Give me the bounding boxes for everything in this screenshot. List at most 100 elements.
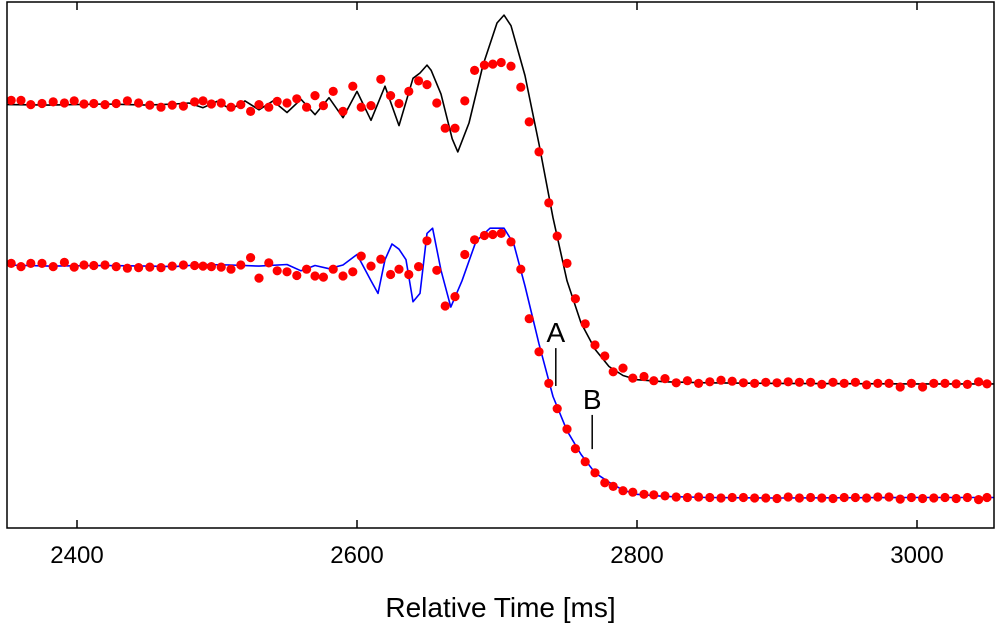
data-point (206, 99, 216, 109)
data-point (134, 98, 144, 108)
data-point (516, 264, 526, 274)
data-point (422, 80, 432, 90)
data-point (254, 100, 264, 110)
data-point (649, 490, 659, 500)
data-point (618, 486, 628, 496)
data-point (649, 376, 659, 386)
data-point (817, 379, 827, 389)
data-point (111, 262, 121, 272)
data-point (761, 493, 771, 503)
data-point (716, 375, 726, 385)
data-point (156, 263, 166, 273)
data-point (534, 347, 544, 357)
data-point (37, 98, 47, 109)
data-point (506, 61, 516, 71)
data-point (850, 377, 861, 387)
data-point (178, 101, 188, 111)
data-point (496, 228, 506, 238)
data-point (639, 489, 649, 499)
data-point (618, 363, 628, 373)
data-point (100, 100, 110, 110)
data-point (282, 267, 292, 277)
data-point (386, 91, 396, 101)
series-line-0 (6, 14, 994, 385)
data-point (264, 258, 274, 268)
data-point (694, 378, 704, 388)
data-point (639, 371, 649, 382)
data-point (628, 487, 638, 497)
data-point (16, 262, 26, 272)
data-point (783, 377, 793, 387)
data-point (906, 378, 917, 388)
data-point (122, 263, 132, 273)
data-point (348, 267, 358, 277)
data-point (145, 262, 155, 272)
data-point (246, 106, 256, 116)
data-point (26, 100, 36, 110)
data-point (264, 102, 274, 112)
data-point (16, 95, 26, 105)
data-point (79, 260, 89, 270)
data-point (839, 492, 849, 503)
data-point (873, 492, 883, 502)
data-point (156, 102, 166, 112)
data-point (682, 376, 693, 386)
data-point (727, 492, 737, 503)
data-point (580, 319, 590, 329)
data-point (671, 492, 681, 502)
data-point (366, 261, 376, 271)
data-point (89, 98, 99, 109)
data-point (694, 492, 704, 502)
data-point (608, 367, 618, 377)
data-point (59, 98, 69, 108)
data-point (460, 249, 470, 260)
data-point (738, 378, 749, 388)
data-point (488, 59, 498, 69)
data-point (226, 264, 236, 274)
data-point (873, 378, 883, 388)
data-point (216, 98, 226, 108)
data-point (671, 378, 681, 388)
data-point (198, 96, 208, 106)
data-point (167, 100, 177, 110)
data-point (590, 468, 600, 478)
data-point (348, 81, 358, 91)
data-point (302, 264, 312, 274)
data-point (600, 478, 610, 488)
data-point (940, 492, 950, 503)
data-point (839, 378, 849, 388)
data-point (918, 382, 928, 392)
data-point (414, 262, 424, 272)
data-point (394, 264, 404, 274)
data-point (982, 379, 992, 389)
data-point (772, 493, 782, 504)
data-point (254, 273, 264, 283)
data-point (590, 340, 600, 350)
data-point (705, 492, 715, 503)
data-point (470, 65, 480, 75)
x-axis-title: Relative Time [ms] (385, 592, 615, 623)
data-point (918, 493, 928, 504)
data-point (951, 493, 961, 504)
data-point (450, 292, 460, 302)
data-point (122, 96, 132, 106)
data-point (167, 261, 177, 271)
data-point (479, 60, 489, 70)
data-point (906, 492, 917, 503)
x-tick-label: 2800 (610, 542, 663, 569)
data-point (318, 272, 328, 282)
data-point (111, 98, 121, 109)
x-axis-ticks: 2400 2600 2800 3000 (50, 2, 944, 569)
data-point (783, 492, 793, 502)
data-point (524, 314, 534, 324)
data-point (628, 373, 638, 383)
data-point (940, 378, 950, 388)
data-point (440, 301, 450, 311)
data-point (862, 493, 872, 503)
data-point (470, 235, 480, 245)
annotation-label-a: A (546, 317, 565, 348)
data-point (772, 378, 782, 388)
data-point (552, 404, 562, 414)
data-point (682, 492, 693, 503)
data-point (562, 258, 572, 268)
